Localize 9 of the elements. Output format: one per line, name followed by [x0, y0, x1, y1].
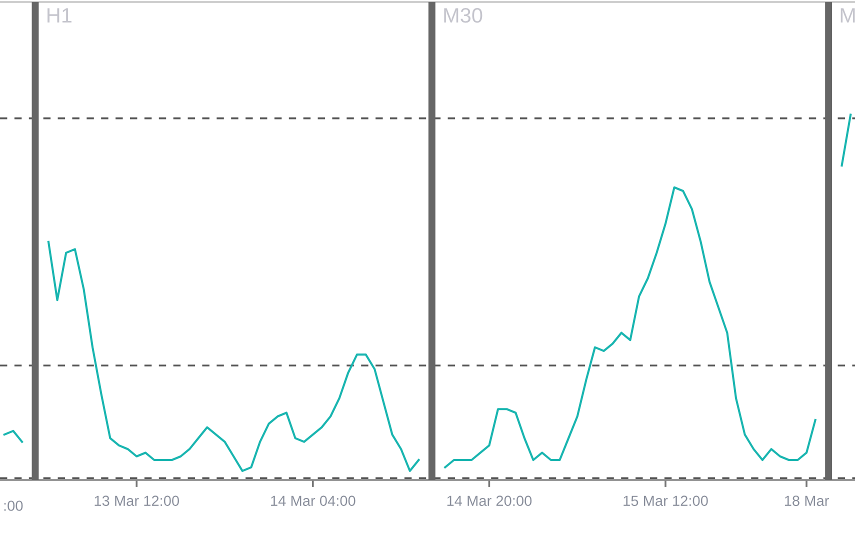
x-tick-label: 15 Mar 12:00: [624, 496, 708, 506]
x-tick-label: 13 Mar 12:00: [94, 496, 180, 506]
text: M30: [444, 8, 482, 23]
text: :00: [4, 500, 23, 511]
x-tick-label: 14 Mar 20:00: [447, 496, 532, 506]
x-tick-label: 14 Mar 04:00: [271, 496, 356, 506]
x-tick-label: 18 Mar: [784, 496, 829, 506]
text: M: [840, 8, 855, 23]
text: H1: [48, 8, 72, 23]
